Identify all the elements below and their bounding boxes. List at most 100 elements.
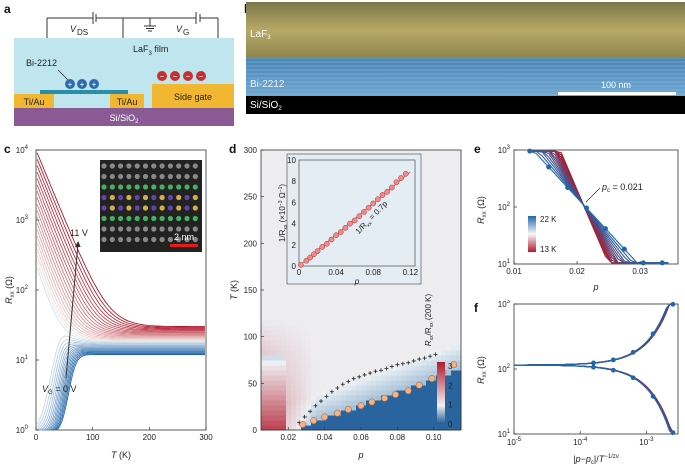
d-heat-cell [326, 395, 332, 401]
d-heat-cell [311, 405, 317, 411]
d-heat-cell [451, 265, 457, 271]
d-heat-cell [421, 335, 427, 341]
d-heat-cell [431, 255, 437, 261]
c-inset-atom [126, 184, 132, 190]
d-heat-cell [341, 330, 347, 336]
d-heat-cell [401, 315, 407, 321]
d-heat-cell [436, 240, 442, 246]
d-heat-cell [316, 335, 322, 341]
d-heat-cell [366, 285, 372, 291]
d-heat-cell [396, 335, 402, 341]
d-heat-cell [351, 400, 357, 406]
c-inset-atom [101, 184, 107, 190]
d-heat-cell [276, 200, 282, 206]
d-heat-cell [456, 410, 462, 416]
d-heat-cell [381, 415, 387, 421]
d-heat-cell [311, 360, 317, 366]
d-heat-cell [401, 330, 407, 336]
d-heat-cell [266, 355, 272, 361]
d-heat-cell [446, 165, 452, 171]
d-heat-cell [421, 360, 427, 366]
d-heat-cell [346, 310, 352, 316]
d-heat-cell [341, 350, 347, 356]
d-heat-cell [351, 355, 357, 361]
d-heat-cell [411, 415, 417, 421]
d-heat-cell [391, 350, 397, 356]
d-heat-cell [436, 195, 442, 201]
d-heat-cell [426, 410, 432, 416]
d-heat-cell [371, 355, 377, 361]
d-heat-cell [301, 330, 307, 336]
d-heat-cell [396, 285, 402, 291]
d-heat-cell [456, 260, 462, 266]
d-heat-cell [431, 240, 437, 246]
d-heat-cell [346, 395, 352, 401]
d-heat-cell [276, 375, 282, 381]
d-heat-cell [441, 310, 447, 316]
d-cross-mark [395, 362, 400, 367]
d-heat-cell [391, 400, 397, 406]
d-heat-cell [436, 340, 442, 346]
d-heat-cell [406, 300, 412, 306]
d-heat-cell [291, 300, 297, 306]
d-heat-cell [351, 360, 357, 366]
d-heat-cell [291, 290, 297, 296]
d-tc-circle [310, 417, 318, 425]
c-inset-atom [142, 184, 149, 190]
d-heat-cell [436, 305, 442, 311]
d-heat-cell [421, 295, 427, 301]
d-heat-cell [426, 160, 432, 166]
d-heat-cell [356, 340, 362, 346]
d-heat-cell [436, 165, 442, 171]
d-heat-cell [301, 385, 307, 391]
d-heat-cell [421, 220, 427, 226]
d-heat-cell [316, 290, 322, 296]
e-point [640, 260, 646, 266]
d-heat-cell [441, 265, 447, 271]
d-heat-cell [376, 405, 382, 411]
d-heat-cell [406, 410, 412, 416]
d-heat-cell [271, 240, 277, 246]
d-heat-cell [426, 195, 432, 201]
d-heat-cell [321, 410, 327, 416]
f-xtick-label: 10-5 [507, 437, 522, 447]
d-heat-cell [451, 220, 457, 226]
d-heat-cell [426, 385, 432, 391]
d-heat-cell [446, 275, 452, 281]
d-heat-cell [321, 305, 327, 311]
d-heat-cell [331, 390, 337, 396]
d-heat-cell [296, 150, 302, 156]
d-heat-cell [376, 355, 382, 361]
d-heat-cell [421, 320, 427, 326]
d-heat-cell [441, 275, 447, 281]
c-inset-atom [126, 226, 132, 232]
d-heat-cell [261, 325, 267, 331]
c-inset-atom [192, 236, 198, 243]
d-heat-cell [386, 345, 392, 351]
d-heat-cell [391, 340, 397, 346]
d-heat-cell [421, 375, 427, 381]
c-curve [37, 347, 205, 431]
d-heat-cell [456, 345, 462, 351]
d-heat-cell [326, 400, 332, 406]
d-heat-cell [326, 345, 332, 351]
d-heat-cell [291, 370, 297, 376]
c-inset-atom [118, 163, 124, 169]
d-heat-cell [356, 385, 362, 391]
d-heat-cell [271, 410, 277, 416]
d-heat-cell [451, 225, 457, 231]
d-heat-cell [316, 395, 322, 401]
d-heat-cell [411, 310, 417, 316]
d-heat-cell [326, 385, 332, 391]
d-heat-cell [441, 230, 447, 236]
d-heat-cell [306, 285, 312, 291]
d-heat-cell [331, 375, 337, 381]
d-heat-cell [401, 320, 407, 326]
d-heat-cell [381, 360, 387, 366]
c-inset-atom [151, 236, 157, 243]
d-inset-ytick: 4 [292, 220, 297, 229]
d-heat-cell [296, 415, 302, 421]
c-curve [37, 348, 205, 431]
d-heat-cell [361, 370, 367, 376]
